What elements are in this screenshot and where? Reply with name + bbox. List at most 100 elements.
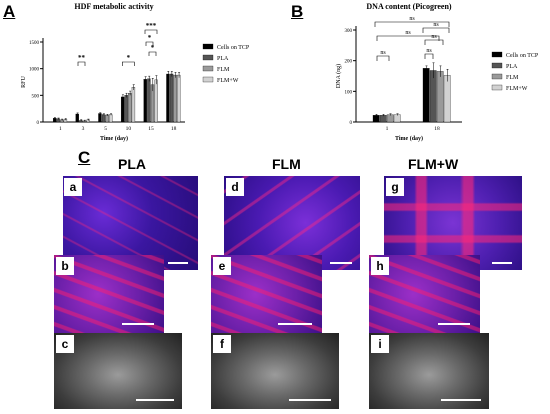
chart-a: HDF metabolic activity 0 500 1000 1500 RFU Tim… bbox=[21, 2, 250, 142]
legend-swatch bbox=[202, 65, 214, 72]
y-tick-label: 1500 bbox=[29, 41, 40, 46]
y-tick-label: 200 bbox=[345, 60, 353, 65]
bar bbox=[393, 114, 401, 123]
significance-bracket bbox=[374, 21, 450, 27]
scale-bar bbox=[438, 323, 470, 325]
column-title-pla: PLA bbox=[118, 156, 146, 172]
scale-bar bbox=[330, 262, 352, 264]
bar bbox=[143, 79, 147, 123]
chart-b: DNA content (Picogreen) 0 100 200 300 DNA (ng… bbox=[335, 2, 539, 142]
x-tick-label: 15 bbox=[148, 126, 154, 132]
sublabel-i: i bbox=[371, 335, 389, 353]
significance-label: ns bbox=[409, 16, 415, 22]
legend-swatch bbox=[491, 51, 503, 58]
y-tick-label: 300 bbox=[345, 29, 353, 34]
sublabel-f: f bbox=[213, 335, 231, 353]
bar bbox=[79, 120, 83, 123]
chart-title: DNA content (Picogreen) bbox=[366, 2, 452, 11]
bar bbox=[109, 114, 113, 123]
bar bbox=[52, 118, 57, 123]
scale-bar bbox=[492, 262, 512, 264]
legend-label: PLA bbox=[506, 64, 518, 70]
micrograph-c bbox=[54, 333, 182, 409]
bar bbox=[82, 120, 87, 123]
column-title-flmw: FLM+W bbox=[408, 156, 459, 172]
legend-swatch bbox=[202, 54, 214, 61]
bar bbox=[60, 119, 64, 123]
significance-bracket bbox=[424, 53, 434, 59]
legend-label: PLA bbox=[217, 56, 229, 62]
bar bbox=[173, 74, 177, 123]
bar bbox=[105, 114, 109, 123]
y-tick-label: 500 bbox=[32, 94, 40, 99]
significance-label: * bbox=[151, 44, 155, 52]
bar bbox=[443, 75, 451, 123]
legend-label: FLM bbox=[217, 67, 230, 73]
y-tick-label: 0 bbox=[37, 121, 40, 126]
sublabel-b: b bbox=[56, 257, 74, 275]
bar bbox=[124, 95, 128, 123]
significance-bracket bbox=[77, 61, 86, 66]
significance-label: ns bbox=[380, 50, 386, 56]
sublabel-a: a bbox=[64, 178, 82, 196]
bar bbox=[429, 70, 437, 123]
bar bbox=[436, 71, 444, 123]
significance-label: ns bbox=[431, 34, 437, 40]
scale-bar bbox=[289, 399, 331, 401]
y-axis-label: RFU bbox=[21, 75, 27, 87]
bar bbox=[101, 114, 106, 123]
scale-bar bbox=[441, 399, 481, 401]
panel-letter-c: C bbox=[78, 148, 91, 167]
bar bbox=[166, 73, 170, 123]
bar bbox=[422, 68, 430, 123]
significance-label: ns bbox=[433, 22, 439, 28]
bar bbox=[147, 78, 151, 123]
sublabel-h: h bbox=[371, 257, 389, 275]
legend-label: Cells on TCP bbox=[217, 45, 250, 51]
scale-bar bbox=[122, 323, 154, 325]
bar bbox=[154, 79, 158, 123]
micrograph-g bbox=[384, 176, 522, 270]
legend-label: Cells on TCP bbox=[506, 53, 539, 59]
bar bbox=[128, 93, 132, 123]
scale-bar bbox=[278, 323, 312, 325]
bar bbox=[63, 119, 68, 123]
panel-letter-b: B bbox=[291, 2, 304, 21]
significance-label: * bbox=[148, 34, 152, 42]
bar bbox=[86, 119, 90, 123]
x-tick-label: 5 bbox=[104, 126, 107, 132]
column-title-flm: FLM bbox=[272, 156, 301, 172]
bar bbox=[372, 115, 380, 123]
significance-label: ** bbox=[78, 54, 86, 62]
legend-swatch bbox=[491, 73, 503, 80]
legend-swatch bbox=[202, 76, 214, 83]
legend-label: FLM bbox=[506, 75, 519, 81]
panel-letter-a: A bbox=[3, 2, 16, 21]
x-tick-label: 1 bbox=[59, 126, 62, 132]
x-tick-label: 18 bbox=[171, 126, 177, 132]
significance-bracket bbox=[422, 27, 450, 33]
sublabel-e: e bbox=[213, 257, 231, 275]
x-tick-label: 3 bbox=[82, 126, 85, 132]
significance-bracket bbox=[144, 29, 158, 34]
significance-label: *** bbox=[146, 22, 157, 30]
bar bbox=[56, 118, 60, 123]
bar bbox=[150, 84, 155, 123]
sublabel-d: d bbox=[226, 178, 244, 196]
bar bbox=[379, 115, 387, 123]
bar bbox=[120, 96, 125, 123]
y-axis-label: DNA (ng) bbox=[335, 64, 342, 88]
significance-bracket bbox=[122, 61, 135, 66]
scale-bar bbox=[168, 262, 188, 264]
significance-bracket bbox=[424, 39, 444, 45]
significance-bracket bbox=[376, 35, 440, 41]
bar bbox=[75, 113, 79, 123]
y-tick-label: 100 bbox=[345, 90, 353, 95]
sublabel-g: g bbox=[386, 178, 404, 196]
legend-label: FLM+W bbox=[506, 86, 528, 92]
sublabel-c: c bbox=[56, 335, 74, 353]
legend-swatch bbox=[491, 62, 503, 69]
y-tick-label: 0 bbox=[350, 121, 353, 126]
bar bbox=[98, 113, 102, 123]
legend-swatch bbox=[202, 43, 214, 50]
